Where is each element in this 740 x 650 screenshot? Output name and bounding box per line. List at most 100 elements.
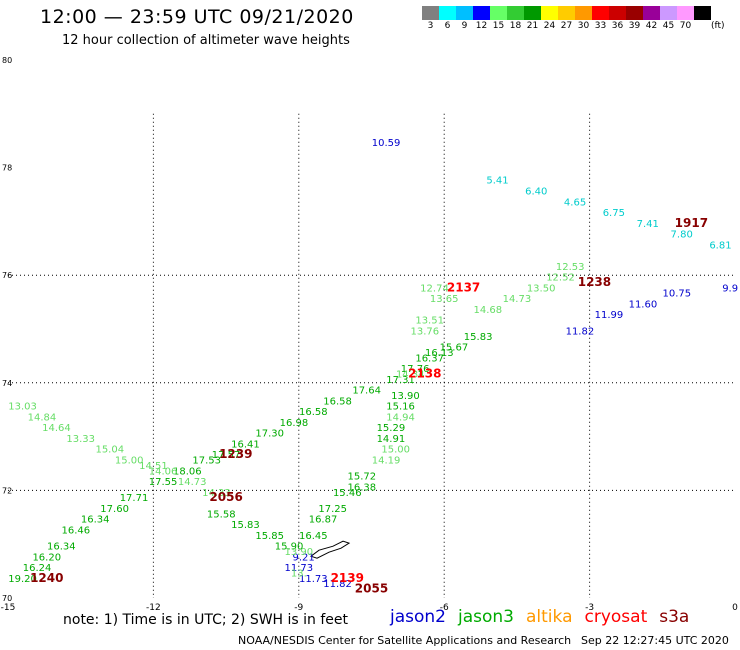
legend-item-s3a: s3a [659,607,690,627]
wave-height-value: 5.41 [486,176,508,187]
wave-height-value: 16.20 [32,552,61,563]
color-swatch-label: 42 [645,21,658,31]
wave-height-value: 19.20 [8,574,37,585]
wave-height-value: 14.51 [139,461,168,472]
wave-height-value: 6.75 [603,208,625,219]
satellite-legend: jason2 jason3 altika cryosat s3a [390,607,689,627]
wave-height-value: 11.73 [284,563,313,574]
wave-height-value: 13.90 [391,391,420,402]
legend-item-altika: altika [526,607,573,627]
wave-height-value: 16.41 [231,439,260,450]
wave-height-value: 9.21 [293,552,315,563]
wave-height-value: 9.9 [722,283,738,294]
wave-height-value: 16.34 [47,542,76,553]
wave-height-value: 17.31 [386,375,415,386]
wave-height-value: 6.81 [709,240,731,251]
color-swatch [490,6,507,20]
wave-height-value: 12.52 [546,273,575,284]
wave-height-value: 13.03 [8,402,37,413]
longitude-tick-label: -6 [440,603,449,613]
color-swatch [422,6,439,20]
wave-height-value: 16.34 [81,515,110,526]
wave-height-value: 13.50 [527,283,556,294]
page-subtitle: 12 hour collection of altimeter wave hei… [62,33,350,48]
wave-height-value: 12.53 [556,262,585,273]
color-swatch-label: 12 [475,21,488,31]
wave-height-value: 11.73 [299,574,328,585]
color-swatch-label: 36 [611,21,624,31]
longitude-tick-label: -15 [1,603,16,613]
wave-height-value: 17.25 [318,504,347,515]
wave-height-value: 17.71 [120,493,149,504]
color-swatch-label: 33 [594,21,607,31]
color-swatch-label: 27 [560,21,573,31]
wave-height-value: 13. [291,568,307,579]
color-swatch [507,6,524,20]
track-time-label: 2055 [355,582,388,596]
wave-height-value: 14.06 [149,466,178,477]
color-swatch [456,6,473,20]
wave-height-value: 4.65 [564,197,586,208]
latitude-tick-label: 76 [2,271,12,280]
wave-height-value: 17.64 [352,386,381,397]
wave-height-value: 15.83 [231,520,260,531]
wave-height-value: 13.33 [66,434,95,445]
color-swatch [473,6,490,20]
track-time-label: 2139 [331,571,364,585]
wave-height-value: 16.46 [62,525,91,536]
wave-height-value: 15.00 [115,456,144,467]
color-swatch [609,6,626,20]
latitude-tick-label: 74 [2,379,12,388]
wave-height-value: 14.34 [396,369,425,380]
wave-height-value: 16.38 [347,482,376,493]
generated-timestamp: Sep 22 12:27:45 UTC 2020 [581,634,729,647]
wave-height-value: 10.75 [663,289,692,300]
wave-height-value: 15.72 [347,472,376,483]
legend-item-jason2: jason2 [390,607,446,627]
wave-height-value: 16.87 [309,515,338,526]
color-swatch-label: 6 [444,21,451,31]
wave-height-value: 7.80 [671,230,693,241]
credit-text: NOAA/NESDIS Center for Satellite Applica… [238,634,572,647]
wave-height-value: 14.84 [28,412,57,423]
wave-height-value: 15.67 [440,343,469,354]
color-swatch [439,6,456,20]
wave-height-value: 15.58 [207,509,236,520]
color-swatch-label: 18 [509,21,522,31]
wave-height-value: 11.82 [566,326,595,337]
track-time-label: 1240 [30,571,63,585]
wave-height-value: 15.00 [381,445,410,456]
color-swatch-label: 70 [679,21,692,31]
color-swatch-label: 9 [461,21,468,31]
longitude-tick-label: -12 [146,603,161,613]
wave-height-value: 14.91 [377,434,406,445]
wave-height-value: 11.82 [323,579,352,590]
wave-height-value: 13.90 [284,547,313,558]
wave-height-value: 11.60 [629,299,658,310]
color-swatch-label: 30 [577,21,590,31]
color-swatch [592,6,609,20]
wave-height-value: 6.40 [525,187,547,198]
wave-height-value: 14.73 [178,477,207,488]
units-note: note: 1) Time is in UTC; 2) SWH is in fe… [63,612,349,628]
wave-height-value: 14.33 [202,488,231,499]
color-swatch-label: 24 [543,21,556,31]
color-swatch [626,6,643,20]
color-swatch-label: 39 [628,21,641,31]
wave-height-value: 13.51 [415,316,444,327]
track-time-label: 1239 [219,447,252,461]
wave-height-value: 16.58 [299,407,328,418]
color-swatch-label: 15 [492,21,505,31]
color-swatch [558,6,575,20]
color-scale-unit: (ft) [711,21,725,31]
wave-height-value: 14.73 [503,294,532,305]
color-swatch [524,6,541,20]
color-swatch [541,6,558,20]
wave-height-value: 13.65 [430,294,459,305]
wave-height-value: 15.16 [386,402,415,413]
wave-height-value: 17.60 [100,504,129,515]
wave-height-value: 14.94 [386,412,415,423]
track-time-label: 2137 [447,280,480,294]
wave-height-value: 12.74 [420,283,449,294]
